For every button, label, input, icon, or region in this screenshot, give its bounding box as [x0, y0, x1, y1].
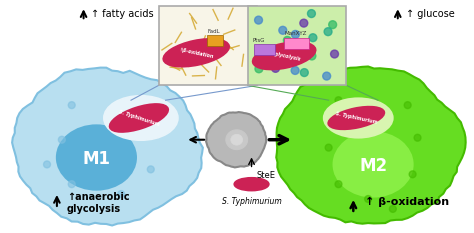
Ellipse shape — [330, 50, 338, 58]
Ellipse shape — [292, 51, 301, 59]
Polygon shape — [12, 68, 203, 226]
Ellipse shape — [301, 69, 308, 76]
Ellipse shape — [152, 126, 159, 133]
Ellipse shape — [255, 16, 263, 24]
Ellipse shape — [328, 21, 337, 29]
Ellipse shape — [309, 34, 317, 42]
Text: ↑β-oxidation: ↑β-oxidation — [178, 47, 214, 59]
Ellipse shape — [137, 97, 145, 104]
Ellipse shape — [44, 161, 50, 168]
Text: ↑ glycolysis: ↑ glycolysis — [268, 50, 301, 62]
Text: S. Typhimurium: S. Typhimurium — [335, 111, 378, 125]
FancyBboxPatch shape — [247, 6, 346, 85]
FancyBboxPatch shape — [159, 6, 257, 85]
Ellipse shape — [255, 65, 263, 73]
Ellipse shape — [253, 42, 316, 69]
Text: ↑anaerobic
glycolysis: ↑anaerobic glycolysis — [67, 192, 129, 214]
Ellipse shape — [163, 39, 229, 67]
Ellipse shape — [335, 181, 342, 188]
Text: ManXYZ: ManXYZ — [284, 31, 307, 36]
Ellipse shape — [57, 125, 136, 190]
Ellipse shape — [274, 57, 282, 65]
Ellipse shape — [226, 130, 247, 150]
Ellipse shape — [118, 191, 125, 198]
Ellipse shape — [68, 181, 75, 188]
Text: M1: M1 — [82, 151, 110, 168]
Ellipse shape — [300, 19, 308, 27]
Text: M2: M2 — [359, 158, 387, 175]
Ellipse shape — [303, 46, 311, 54]
FancyBboxPatch shape — [283, 38, 310, 49]
Ellipse shape — [389, 206, 396, 212]
Text: SteE: SteE — [256, 171, 275, 180]
Ellipse shape — [272, 64, 280, 72]
Text: ↑ fatty acids: ↑ fatty acids — [91, 9, 154, 19]
Ellipse shape — [231, 134, 243, 145]
Ellipse shape — [308, 52, 316, 60]
Text: ↑ glucose: ↑ glucose — [406, 9, 455, 19]
Ellipse shape — [291, 66, 299, 74]
Ellipse shape — [104, 96, 178, 140]
Ellipse shape — [328, 107, 384, 129]
Polygon shape — [276, 66, 465, 224]
Text: S. Typhimurium: S. Typhimurium — [118, 109, 160, 127]
Ellipse shape — [68, 102, 75, 109]
Text: PtsG: PtsG — [253, 38, 265, 43]
Text: S. Typhimurium: S. Typhimurium — [222, 197, 282, 206]
FancyBboxPatch shape — [207, 35, 223, 46]
Ellipse shape — [283, 36, 291, 44]
Ellipse shape — [324, 98, 393, 138]
Ellipse shape — [147, 166, 154, 173]
Ellipse shape — [409, 171, 416, 178]
Text: ↑ β-oxidation: ↑ β-oxidation — [365, 197, 449, 207]
Ellipse shape — [324, 28, 332, 36]
Text: FadL: FadL — [207, 29, 220, 34]
FancyBboxPatch shape — [254, 44, 275, 55]
Ellipse shape — [279, 26, 287, 34]
Ellipse shape — [404, 102, 411, 109]
Ellipse shape — [109, 104, 168, 132]
Ellipse shape — [334, 132, 412, 196]
Ellipse shape — [292, 31, 300, 38]
Ellipse shape — [325, 144, 332, 151]
Ellipse shape — [335, 97, 342, 104]
Ellipse shape — [308, 10, 315, 17]
Polygon shape — [206, 112, 266, 168]
Ellipse shape — [365, 195, 372, 202]
Ellipse shape — [299, 40, 307, 48]
Ellipse shape — [323, 72, 331, 80]
Ellipse shape — [414, 134, 421, 141]
Ellipse shape — [234, 178, 269, 191]
Ellipse shape — [58, 136, 65, 143]
